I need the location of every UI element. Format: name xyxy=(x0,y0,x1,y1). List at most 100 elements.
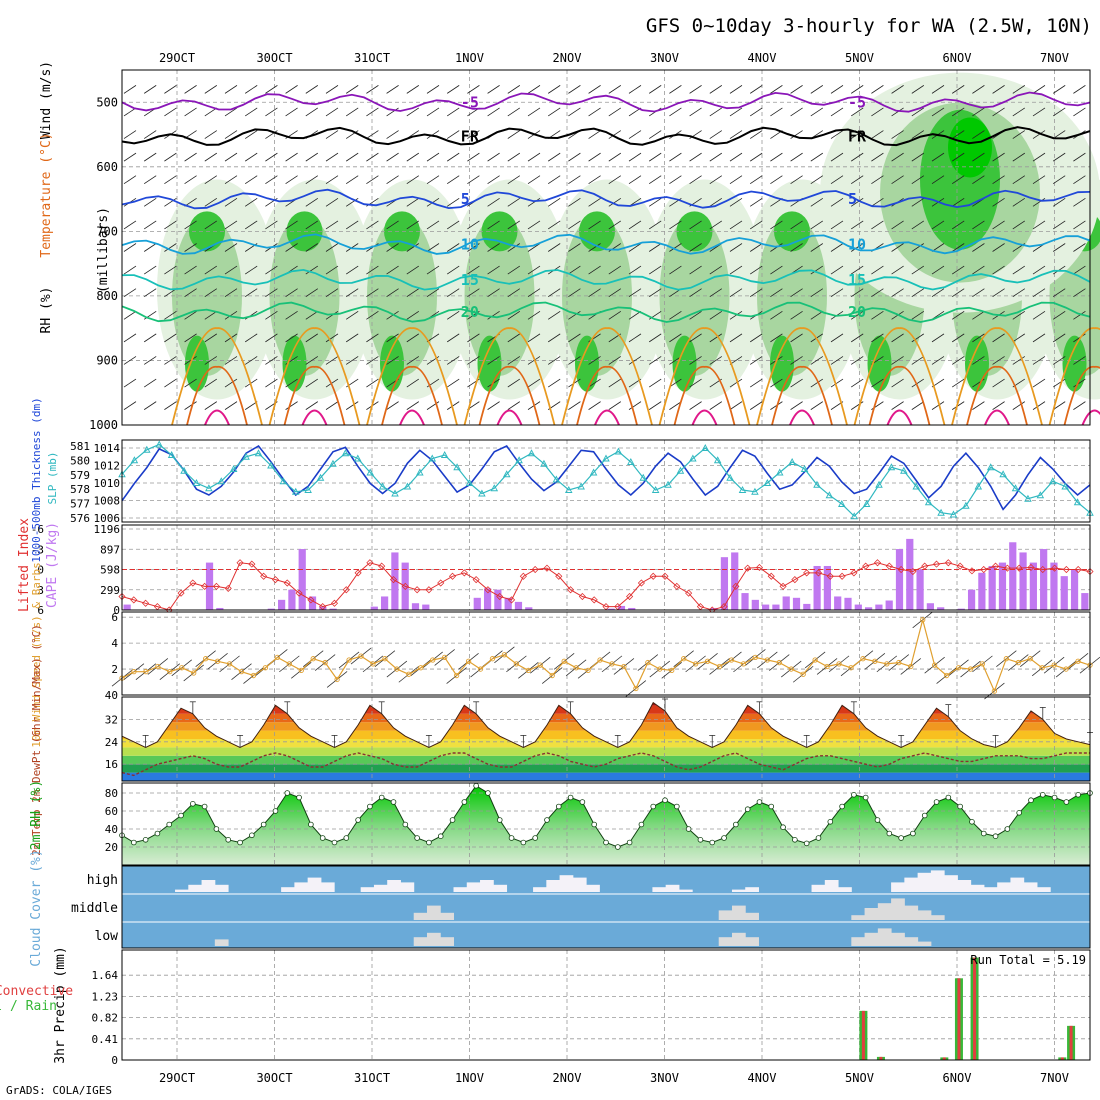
wind-barb xyxy=(547,107,561,117)
bottom-date-label: 7NOV xyxy=(1040,1071,1069,1085)
li-marker xyxy=(767,572,775,580)
slp-marker xyxy=(304,486,312,493)
wind10m-marker xyxy=(226,661,233,667)
wind-barb xyxy=(406,197,420,207)
rh-mid-region xyxy=(659,215,730,376)
wind-barb xyxy=(669,243,682,252)
wind-barb xyxy=(931,107,945,117)
wind-barb xyxy=(386,152,399,162)
wind-barb xyxy=(850,152,864,162)
wind-barb xyxy=(204,333,218,343)
wind-barb xyxy=(184,378,197,388)
wind10m-marker xyxy=(681,656,687,662)
rh2m-marker xyxy=(1028,797,1034,803)
wind-barb xyxy=(951,197,965,207)
slp-marker xyxy=(180,466,188,474)
wind10m-marker xyxy=(191,670,197,676)
slp-marker xyxy=(800,465,809,472)
wind-barb xyxy=(911,130,925,139)
wind10m-marker xyxy=(752,654,759,661)
wind-barb xyxy=(588,85,601,94)
wind-barb xyxy=(285,310,298,320)
cape-bar xyxy=(720,557,729,610)
wind-barb xyxy=(1012,130,1026,139)
rh-dark-region xyxy=(575,335,599,392)
wind-barb xyxy=(729,310,743,320)
rh2m-marker xyxy=(780,824,786,830)
wind10m-marker xyxy=(728,657,735,663)
wind-barb xyxy=(810,107,824,117)
li-marker xyxy=(885,562,893,570)
isotherm-hottest xyxy=(1081,409,1100,426)
wind10m-ytick: 4 xyxy=(111,637,118,650)
cloud-fill xyxy=(413,912,428,920)
wind-barb xyxy=(729,197,743,207)
wind-barb xyxy=(1052,85,1066,94)
slp-ytick: 1010 xyxy=(94,477,121,490)
slp-marker xyxy=(416,468,424,476)
wind-barb xyxy=(850,288,864,298)
slp-marker xyxy=(366,468,374,476)
wind-barb xyxy=(689,220,702,230)
wind-barb xyxy=(123,310,137,320)
cloud-fill xyxy=(877,928,892,946)
rh2m-marker xyxy=(874,817,881,823)
slp-marker xyxy=(217,477,226,485)
cape-bar xyxy=(123,604,131,610)
wind10m-marker xyxy=(860,656,866,662)
rh2m-marker xyxy=(756,799,763,805)
wind-barb xyxy=(709,197,723,207)
wind10m-marker xyxy=(322,659,328,666)
cape-bar xyxy=(1040,549,1048,610)
wind-barb xyxy=(669,85,682,94)
wind-barb xyxy=(850,265,864,275)
cape-bar xyxy=(278,599,286,610)
wind-barb xyxy=(790,310,803,320)
slp-marker xyxy=(813,480,821,488)
isotherm-label: 5 xyxy=(848,190,857,208)
wind-barb xyxy=(305,197,319,207)
cloud-fill xyxy=(413,937,428,946)
wind-barb xyxy=(143,220,157,230)
wind-barb xyxy=(224,265,238,275)
slp-marker xyxy=(403,482,412,490)
wind-barb xyxy=(204,175,218,185)
wind-barb xyxy=(972,310,985,320)
li-marker xyxy=(295,589,303,597)
precip-ytick: 1.64 xyxy=(92,969,119,982)
wind-barb xyxy=(568,243,581,252)
bottom-date-axis: 29OCT 30OCT 31OCT 1NOV 2NOV 3NOV 4NOV 5NOV 6NOV 7… xyxy=(159,1071,1069,1085)
cape-ytick: 897 xyxy=(100,543,120,556)
rh2m-marker xyxy=(638,821,645,828)
isotherm-warm xyxy=(268,327,361,426)
wind-barb xyxy=(446,401,460,410)
wind10m-marker xyxy=(334,676,340,683)
wind-barb xyxy=(325,130,339,139)
wind-barb xyxy=(749,356,763,365)
wind-barb xyxy=(345,288,359,298)
cape-bar xyxy=(617,605,626,610)
cloud-ylabel: Cloud Cover (%) xyxy=(29,849,44,966)
li-marker xyxy=(826,572,834,580)
cape-ytick: 598 xyxy=(100,564,120,577)
rh-dark-region xyxy=(948,117,992,178)
slp-marker xyxy=(974,482,983,490)
wind-barb xyxy=(406,356,420,365)
wind-barb xyxy=(123,130,137,139)
rh2m-marker xyxy=(969,818,975,825)
li-marker xyxy=(283,579,291,587)
wind-barb xyxy=(972,85,985,94)
wind-barb xyxy=(931,288,945,298)
wind-barb xyxy=(628,243,642,252)
rh2m-ytick: 60 xyxy=(105,805,118,818)
wind-barb xyxy=(689,333,702,343)
wind-barb xyxy=(911,401,925,410)
wind10m-marker xyxy=(238,669,245,675)
wind-barb xyxy=(588,356,601,365)
wind-barb xyxy=(669,310,682,320)
li-ytick: 0 xyxy=(37,564,44,577)
cloud-fill xyxy=(718,937,733,946)
li-marker xyxy=(460,569,468,577)
wind-barb xyxy=(972,333,985,343)
slp-marker xyxy=(428,454,437,462)
